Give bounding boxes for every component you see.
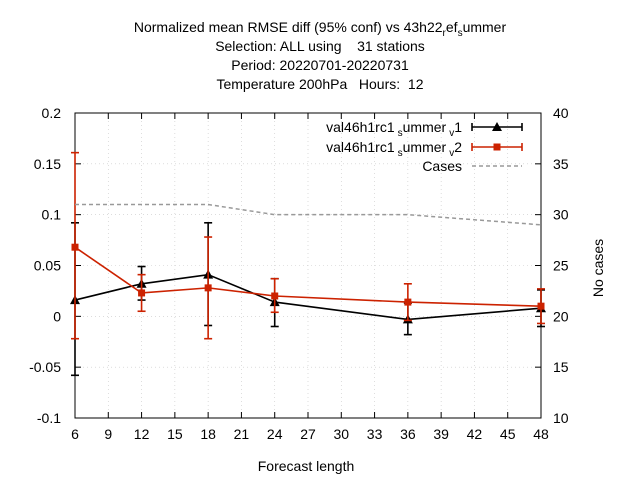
x-tick-label: 36 [400, 426, 416, 442]
legend-entry-3: Cases [422, 158, 522, 174]
y-tick-label: 0.15 [34, 156, 61, 172]
series-3 [75, 203, 542, 226]
y2-tick-label: 35 [553, 156, 569, 172]
x-tick-label: 6 [71, 426, 79, 442]
y-tick-label: -0.1 [37, 410, 61, 426]
y2-tick-label: 15 [553, 359, 569, 375]
grid [75, 113, 541, 418]
x-tick-label: 21 [234, 426, 250, 442]
x-tick-label: 30 [333, 426, 349, 442]
y-tick-label: 0.05 [34, 258, 61, 274]
data-point [204, 284, 212, 292]
x-tick-label: 9 [104, 426, 112, 442]
series-line [75, 203, 542, 226]
data-point [138, 289, 146, 297]
legend-label: val46h1rc1 summer v2 [326, 139, 462, 159]
series-line [74, 246, 542, 307]
title-line-2: Selection: ALL using 31 stations [215, 38, 425, 54]
title-line-4: Temperature 200hPa Hours: 12 [216, 76, 423, 92]
x-tick-label: 18 [200, 426, 216, 442]
y2-tick-label: 20 [553, 308, 569, 324]
x-axis-label: Forecast length [258, 458, 355, 474]
x-tick-label: 39 [433, 426, 449, 442]
legend-marker [493, 143, 501, 151]
series-layer [70, 151, 546, 377]
legend-marker [492, 122, 502, 131]
y2-tick-label: 10 [553, 410, 569, 426]
x-tick-label: 27 [300, 426, 316, 442]
y2-tick-label: 30 [553, 207, 569, 223]
series-2 [71, 151, 545, 340]
data-point [404, 298, 412, 306]
y2-tick-label: 40 [553, 105, 569, 121]
x-tick-label: 12 [134, 426, 150, 442]
y-tick-label: 0.2 [42, 105, 62, 121]
ticks: 6 9 12 15 18 21 24 27 30 33 36 39 42 45 48 -0.1 -0.05 0 0.… [29, 105, 569, 442]
title-line-3: Period: 20220701-20220731 [231, 57, 409, 73]
x-tick-label: 45 [500, 426, 516, 442]
data-point [71, 243, 79, 251]
y2-axis-label: No cases [590, 239, 606, 297]
series-line [74, 273, 542, 321]
data-point [537, 302, 545, 310]
legend-label: Cases [422, 158, 462, 174]
x-tick-label: 42 [467, 426, 483, 442]
x-tick-label: 48 [533, 426, 549, 442]
y-tick-label: -0.05 [29, 359, 61, 375]
y2-tick-label: 25 [553, 258, 569, 274]
y-tick-label: 0 [53, 308, 61, 324]
x-tick-label: 24 [267, 426, 283, 442]
y-tick-label: 0.1 [42, 207, 62, 223]
title-line-1: Normalized mean RMSE diff (95% conf) vs … [134, 19, 507, 39]
legend-entry-1: val46h1rc1 summer v1 [326, 119, 523, 139]
x-tick-label: 33 [367, 426, 383, 442]
data-point [271, 292, 279, 300]
legend-label: val46h1rc1 summer v1 [326, 119, 462, 139]
x-tick-label: 15 [167, 426, 183, 442]
legend-entry-2: val46h1rc1 summer v2 [326, 139, 523, 159]
chart-title: Normalized mean RMSE diff (95% conf) vs … [134, 19, 507, 92]
